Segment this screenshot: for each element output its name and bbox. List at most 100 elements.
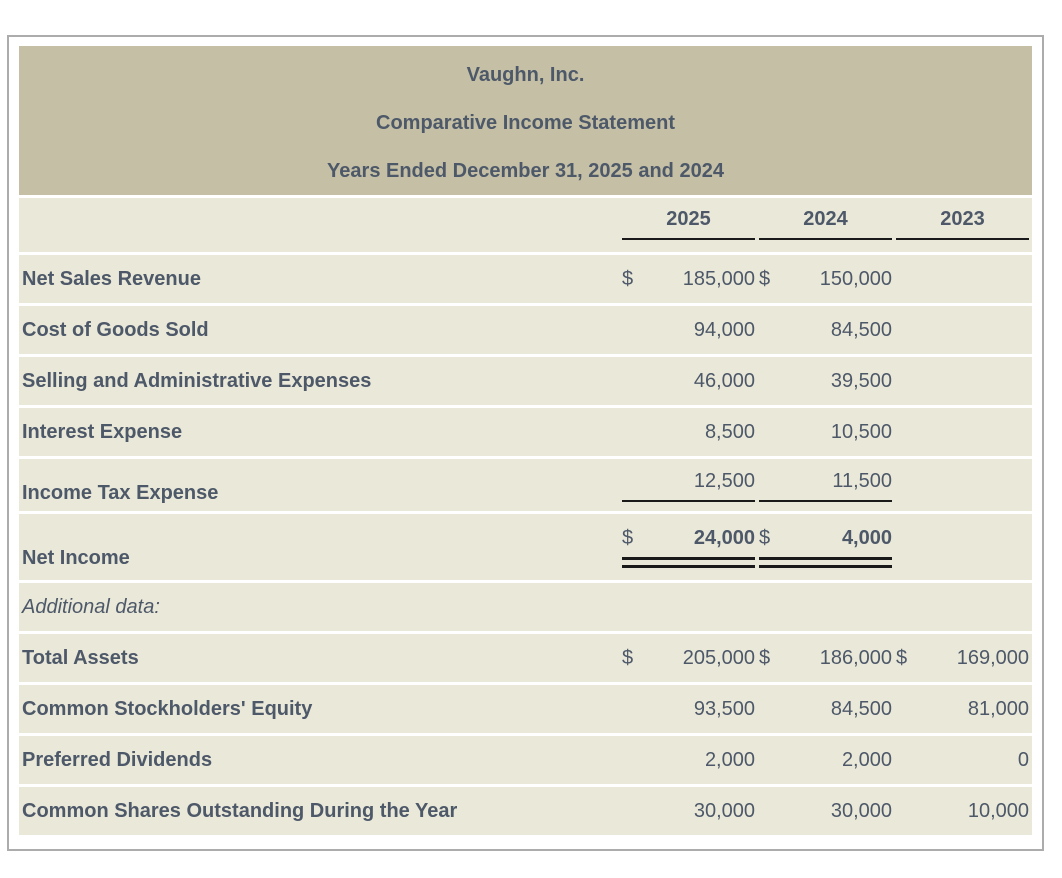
- value-2024: 84,500: [759, 685, 892, 733]
- amount: 186,000: [819, 646, 892, 669]
- value-2024: 2,000: [759, 736, 892, 784]
- amount: 0: [1017, 748, 1029, 771]
- row-label: Selling and Administrative Expenses: [22, 369, 372, 392]
- amount: 24,000: [693, 527, 755, 549]
- year-label: 2024: [803, 208, 848, 230]
- value-2024: 11,500: [759, 459, 892, 511]
- value-2024: 39,500: [759, 357, 892, 405]
- value-2024: $ 186,000: [759, 634, 892, 682]
- dollar-sign: $: [759, 527, 771, 549]
- value-2024: 30,000: [759, 787, 892, 835]
- column-header-2025: 2025: [622, 207, 755, 240]
- dollar-sign: $: [759, 267, 771, 290]
- value-2023: [896, 306, 1029, 354]
- amount: 2,000: [841, 748, 892, 771]
- value-2025: 46,000: [622, 357, 755, 405]
- row-label: Net Income: [22, 547, 130, 569]
- value-2024: 10,500: [759, 408, 892, 456]
- amount: 30,000: [693, 799, 755, 822]
- statement-title-block: Vaughn, Inc. Comparative Income Statemen…: [19, 46, 1032, 195]
- company-name: Vaughn, Inc.: [466, 64, 585, 86]
- row-income-tax-expense: Income Tax Expense 12,500 11,500: [19, 459, 1032, 511]
- dollar-sign: [622, 467, 638, 495]
- value-2024: $ 150,000: [759, 255, 892, 303]
- row-selling-admin-expenses: Selling and Administrative Expenses 46,0…: [19, 357, 1032, 405]
- value-2025: 8,500: [622, 408, 755, 456]
- value-2024: [759, 583, 892, 631]
- amount: 94,000: [693, 318, 755, 341]
- statement-frame: Vaughn, Inc. Comparative Income Statemen…: [7, 35, 1044, 851]
- amount: 11,500: [832, 470, 892, 492]
- amount: 169,000: [956, 646, 1029, 669]
- total-double-rule: [622, 557, 755, 568]
- amount: 2,000: [704, 748, 755, 771]
- column-header-2023: 2023: [896, 207, 1029, 240]
- value-2023: [896, 459, 1029, 511]
- value-2023: 10,000: [896, 787, 1029, 835]
- value-2025: $ 205,000: [622, 634, 755, 682]
- amount: 205,000: [682, 646, 755, 669]
- value-2023: [896, 583, 1029, 631]
- header-underline: [896, 238, 1029, 240]
- income-statement-table: Vaughn, Inc. Comparative Income Statemen…: [19, 46, 1032, 835]
- row-net-income: Net Income $ 24,000 $ 4,000: [19, 514, 1032, 580]
- amount: 12,500: [693, 470, 755, 492]
- row-common-shares-outstanding: Common Shares Outstanding During the Yea…: [19, 787, 1032, 835]
- value-2025: 93,500: [622, 685, 755, 733]
- amount: 81,000: [967, 697, 1029, 720]
- section-label: Additional data:: [22, 595, 160, 618]
- amount: 150,000: [819, 267, 892, 290]
- year-label: 2023: [940, 208, 985, 230]
- amount: 185,000: [682, 267, 755, 290]
- amount: 46,000: [693, 369, 755, 392]
- row-label: Common Shares Outstanding During the Yea…: [22, 799, 458, 822]
- amount: 30,000: [830, 799, 892, 822]
- value-2025: $ 185,000: [622, 255, 755, 303]
- total-double-rule: [759, 557, 892, 568]
- dollar-sign: $: [759, 646, 771, 669]
- value-2023: 81,000: [896, 685, 1029, 733]
- value-2023: [896, 357, 1029, 405]
- dollar-sign: $: [622, 646, 634, 669]
- amount: 39,500: [830, 369, 892, 392]
- row-label: Cost of Goods Sold: [22, 318, 209, 341]
- value-2025: 12,500: [622, 459, 755, 511]
- subtotal-rule: [759, 500, 892, 502]
- value-2023: [896, 408, 1029, 456]
- statement-period: Years Ended December 31, 2025 and 2024: [327, 160, 724, 182]
- header-underline: [622, 238, 755, 240]
- amount: 93,500: [693, 697, 755, 720]
- amount: 8,500: [704, 420, 755, 443]
- row-label: Total Assets: [22, 646, 139, 669]
- header-underline: [759, 238, 892, 240]
- column-header-row: 2025 2024 2023: [19, 198, 1032, 252]
- value-2025: $ 24,000: [622, 514, 755, 580]
- statement-name: Comparative Income Statement: [376, 112, 675, 134]
- row-preferred-dividends: Preferred Dividends 2,000 2,000 0: [19, 736, 1032, 784]
- dollar-sign: [759, 467, 775, 495]
- year-label: 2025: [666, 208, 711, 230]
- value-2023: [896, 255, 1029, 303]
- amount: 10,000: [967, 799, 1029, 822]
- row-common-stockholders-equity: Common Stockholders' Equity 93,500 84,50…: [19, 685, 1032, 733]
- row-cost-of-goods-sold: Cost of Goods Sold 94,000 84,500: [19, 306, 1032, 354]
- row-label: Interest Expense: [22, 420, 183, 443]
- amount: 84,500: [830, 697, 892, 720]
- value-2025: 2,000: [622, 736, 755, 784]
- dollar-sign: $: [622, 527, 634, 549]
- value-2025: 94,000: [622, 306, 755, 354]
- row-label: Preferred Dividends: [22, 748, 213, 771]
- value-2023: $ 169,000: [896, 634, 1029, 682]
- amount: 84,500: [830, 318, 892, 341]
- value-2024: $ 4,000: [759, 514, 892, 580]
- row-label: Net Sales Revenue: [22, 267, 201, 290]
- row-total-assets: Total Assets $ 205,000 $ 186,000 $ 169,0…: [19, 634, 1032, 682]
- dollar-sign: $: [622, 267, 634, 290]
- value-2023: [896, 514, 1029, 580]
- row-additional-data: Additional data:: [19, 583, 1032, 631]
- value-2025: [622, 583, 755, 631]
- column-header-2024: 2024: [759, 207, 892, 240]
- amount: 10,500: [830, 420, 892, 443]
- row-label: Common Stockholders' Equity: [22, 697, 313, 720]
- row-label: Income Tax Expense: [22, 482, 219, 504]
